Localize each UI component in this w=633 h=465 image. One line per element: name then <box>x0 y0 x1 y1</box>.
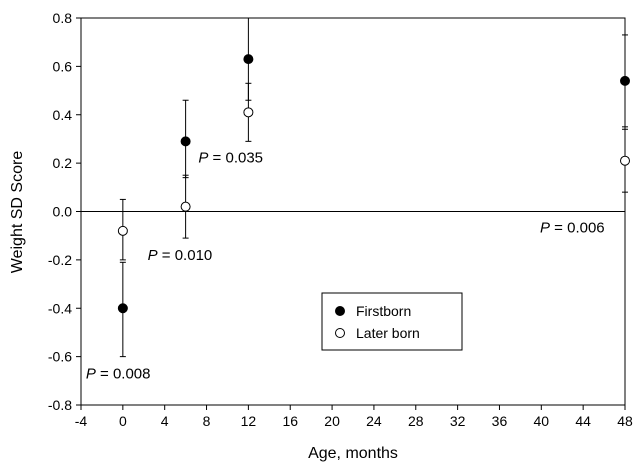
y-tick-label: 0.8 <box>53 10 73 26</box>
p-symbol: P <box>86 366 96 383</box>
legend-label-firstborn: Firstborn <box>356 303 411 319</box>
p-value-annotation: P = 0.010 <box>148 247 213 264</box>
point-firstborn <box>620 75 630 86</box>
p-symbol: P <box>198 149 208 166</box>
x-tick-label: 8 <box>203 413 211 429</box>
point-firstborn <box>243 54 254 65</box>
p-symbol: P <box>148 247 158 264</box>
y-tick-label: -0.2 <box>48 252 72 268</box>
p-value-text: = 0.006 <box>550 220 605 237</box>
legend: Firstborn Later born <box>321 292 463 351</box>
y-tick-label: -0.4 <box>48 300 72 316</box>
p-value-annotation: P = 0.035 <box>198 149 263 166</box>
x-tick-label: 40 <box>534 413 550 429</box>
y-tick-label: 0.4 <box>53 107 73 123</box>
legend-label-later-born: Later born <box>356 325 420 341</box>
legend-marker-firstborn <box>335 306 345 316</box>
p-value-annotation: P = 0.006 <box>540 220 605 237</box>
x-axis-title: Age, months <box>308 445 398 462</box>
p-symbol: P <box>540 220 550 237</box>
x-tick-label: 32 <box>450 413 466 429</box>
p-value-annotation: P = 0.008 <box>86 366 151 383</box>
p-value-text: = 0.035 <box>208 149 263 166</box>
x-tick-label: 36 <box>492 413 508 429</box>
x-tick-label: 24 <box>366 413 382 429</box>
y-tick-label: -0.8 <box>48 397 72 413</box>
x-tick-label: 12 <box>241 413 257 429</box>
p-value-text: = 0.008 <box>96 366 151 383</box>
x-tick-label: 0 <box>119 413 127 429</box>
legend-marker-later-born <box>335 328 345 338</box>
y-tick-label: 0.2 <box>53 155 73 171</box>
x-tick-label: 28 <box>408 413 424 429</box>
x-tick-label: 4 <box>161 413 169 429</box>
y-axis-title: Weight SD Score <box>9 151 26 274</box>
x-tick-label: 48 <box>617 413 633 429</box>
y-tick-labels: -0.8 -0.6 -0.4 -0.2 0.0 0.2 0.4 0.6 0.8 <box>48 10 72 413</box>
point-later-born <box>620 155 630 166</box>
point-firstborn <box>180 136 191 147</box>
x-tick-label: 44 <box>575 413 591 429</box>
point-later-born <box>243 107 254 118</box>
point-firstborn <box>117 303 128 314</box>
y-tick-label: 0.6 <box>53 58 73 74</box>
y-tick-label: 0.0 <box>53 204 73 220</box>
x-tick-label: -4 <box>75 413 88 429</box>
x-tick-label: 20 <box>324 413 340 429</box>
legend-box <box>321 292 463 351</box>
point-later-born <box>180 201 191 212</box>
x-tick-label: 16 <box>282 413 298 429</box>
axis-ticks <box>76 17 626 410</box>
data-points <box>117 54 630 314</box>
x-tick-labels: -4 0 4 8 12 16 20 24 28 32 36 40 44 48 <box>75 413 633 429</box>
point-later-born <box>117 225 128 236</box>
y-tick-label: -0.6 <box>48 349 72 365</box>
p-value-text: = 0.010 <box>158 247 213 264</box>
